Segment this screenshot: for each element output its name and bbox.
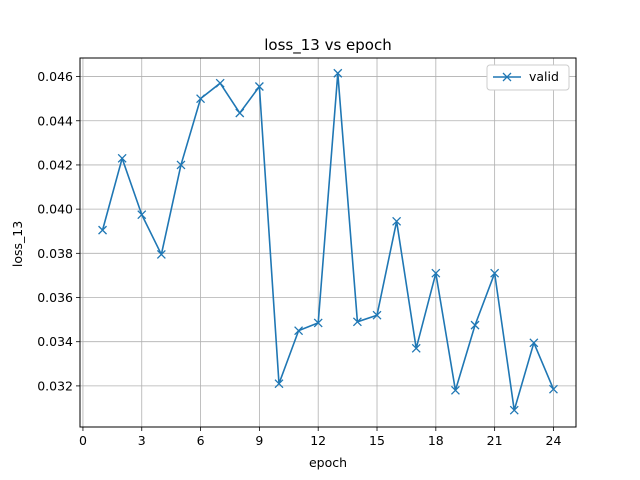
data-point xyxy=(98,225,108,235)
data-point xyxy=(313,318,323,328)
data-point xyxy=(294,326,304,336)
grid xyxy=(80,58,576,427)
data-point xyxy=(117,153,127,163)
series-line-valid xyxy=(101,72,555,412)
x-tick-label: 21 xyxy=(487,433,503,448)
y-axis-label: loss_13 xyxy=(10,221,25,267)
data-point xyxy=(470,320,480,330)
plot-frame xyxy=(79,57,577,428)
x-tick-label: 3 xyxy=(138,433,146,448)
data-point xyxy=(137,210,147,220)
y-tick-label: 0.036 xyxy=(37,290,73,305)
data-point xyxy=(392,216,402,226)
x-tick-label: 24 xyxy=(546,433,562,448)
legend-box xyxy=(486,64,570,91)
x-tick-label: 6 xyxy=(197,433,205,448)
x-tick-label: 18 xyxy=(428,433,444,448)
legend: valid xyxy=(486,64,570,91)
data-point xyxy=(372,310,382,320)
data-point xyxy=(411,343,421,353)
y-tick-label: 0.038 xyxy=(37,246,73,261)
y-tick-label: 0.032 xyxy=(37,378,73,393)
legend-marker xyxy=(502,72,512,82)
series-layer xyxy=(98,68,558,415)
x-axis-label: epoch xyxy=(309,455,347,470)
data-point xyxy=(196,94,206,104)
data-point xyxy=(450,385,460,395)
data-point xyxy=(254,82,264,91)
data-point xyxy=(235,108,245,118)
data-point xyxy=(529,338,539,348)
x-tick-label: 12 xyxy=(310,433,326,448)
data-point xyxy=(352,317,362,327)
y-tick-label: 0.044 xyxy=(37,113,73,128)
data-point xyxy=(509,405,519,415)
data-point xyxy=(490,268,500,278)
data-point xyxy=(156,249,166,259)
data-point xyxy=(215,78,225,88)
y-tick-label: 0.040 xyxy=(37,202,73,217)
ticks: 0 3 6 9 12 15 18 21 24 0.032 0.034 0.036 0.038 0.040 0… xyxy=(37,69,561,448)
chart-title: loss_13 vs epoch xyxy=(264,36,391,55)
data-point xyxy=(333,68,343,78)
y-tick-label: 0.034 xyxy=(37,334,73,349)
x-tick-label: 9 xyxy=(255,433,263,448)
data-point xyxy=(176,160,186,170)
y-tick-label: 0.046 xyxy=(37,69,73,84)
x-tick-label: 15 xyxy=(369,433,385,448)
data-point xyxy=(548,384,558,394)
data-point xyxy=(431,268,441,278)
x-tick-label: 0 xyxy=(79,433,87,448)
data-point xyxy=(274,379,284,389)
y-tick-label: 0.042 xyxy=(37,157,73,172)
legend-label: valid xyxy=(529,69,559,84)
